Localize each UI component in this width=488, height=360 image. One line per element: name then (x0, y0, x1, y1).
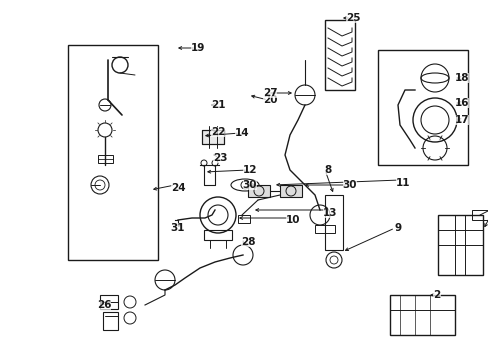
Text: 19: 19 (190, 43, 205, 53)
Bar (325, 20, 354, 90)
Text: 30: 30 (342, 180, 357, 190)
Text: 9: 9 (394, 223, 401, 233)
Text: 25: 25 (345, 13, 360, 23)
Text: 8: 8 (324, 165, 331, 175)
Bar (203, 230, 231, 240)
Text: 12: 12 (242, 165, 257, 175)
Text: 27: 27 (262, 88, 277, 98)
Bar (471, 210, 487, 220)
Bar (103, 312, 118, 330)
Bar (280, 185, 302, 197)
Bar (98, 155, 113, 163)
Text: 28: 28 (240, 237, 255, 247)
Text: 30: 30 (242, 180, 257, 190)
Text: 10: 10 (285, 215, 300, 225)
Text: 18: 18 (454, 73, 468, 83)
Text: 13: 13 (322, 208, 337, 218)
Bar (100, 295, 118, 309)
Bar (238, 215, 249, 223)
Text: 22: 22 (210, 127, 225, 137)
Text: 21: 21 (210, 100, 225, 110)
Text: 20: 20 (262, 95, 277, 105)
Text: 24: 24 (170, 183, 185, 193)
Bar (314, 225, 334, 233)
Bar (68, 45, 158, 260)
Text: 17: 17 (454, 115, 468, 125)
Bar (437, 215, 482, 275)
Bar (202, 130, 224, 144)
Bar (247, 185, 269, 197)
Text: 11: 11 (395, 178, 409, 188)
Text: 14: 14 (234, 128, 249, 138)
Bar (325, 195, 342, 250)
Bar (389, 295, 454, 335)
Text: 26: 26 (97, 300, 111, 310)
Text: 31: 31 (170, 223, 185, 233)
Text: 23: 23 (212, 153, 227, 163)
Text: 16: 16 (454, 98, 468, 108)
Text: 2: 2 (432, 290, 440, 300)
Bar (377, 50, 467, 165)
